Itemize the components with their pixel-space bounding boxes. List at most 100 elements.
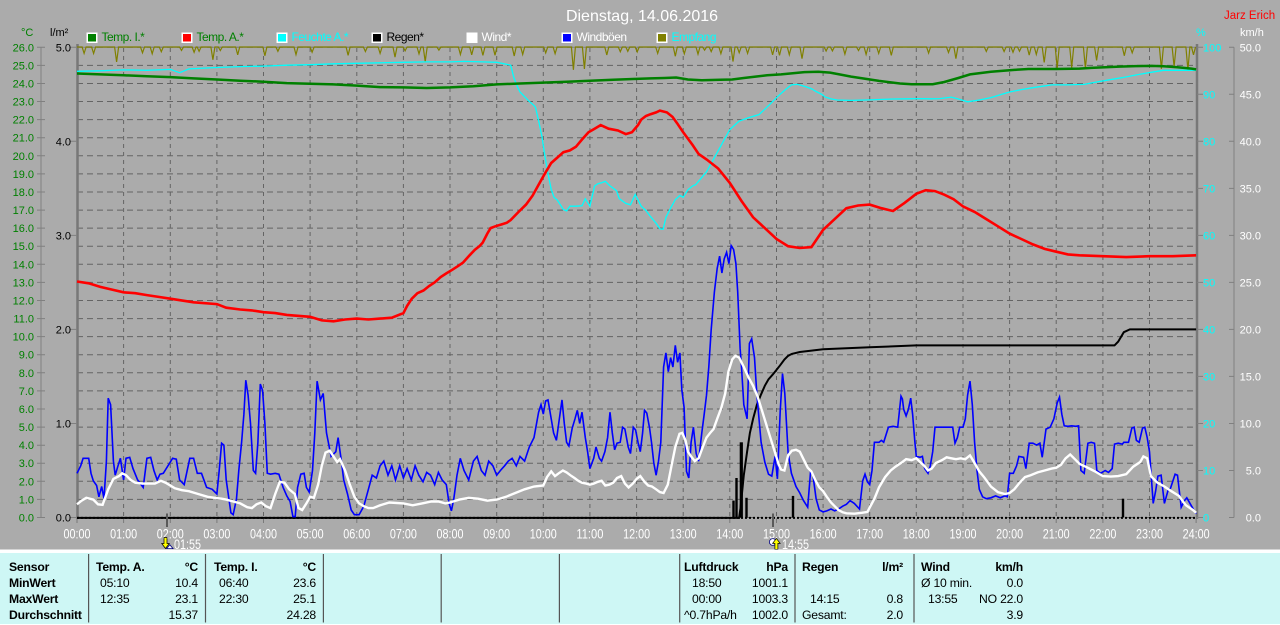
svg-text:MaxWert: MaxWert [9,592,58,606]
svg-text:19.0: 19.0 [13,169,34,181]
svg-text:°C: °C [303,560,317,574]
svg-text:10:00: 10:00 [530,527,557,542]
svg-text:1002.0: 1002.0 [752,608,788,622]
svg-text:6.0: 6.0 [19,404,34,416]
svg-text:13:55: 13:55 [928,592,958,606]
svg-text:15.0: 15.0 [13,241,34,253]
svg-text:Ø 10 min.: Ø 10 min. [921,576,972,590]
svg-text:23:00: 23:00 [1136,527,1163,542]
svg-text:30: 30 [1203,371,1215,383]
svg-text:01:55: 01:55 [174,537,201,552]
svg-text:km/h: km/h [1240,27,1264,39]
svg-text:Wind*: Wind* [482,30,512,44]
svg-text:4.0: 4.0 [19,440,34,452]
svg-text:14:15: 14:15 [810,592,840,606]
svg-text:00:00: 00:00 [64,527,91,542]
svg-text:22:30: 22:30 [219,592,249,606]
svg-text:2.0: 2.0 [887,608,904,622]
svg-text:8.0: 8.0 [19,368,34,380]
svg-text:%: % [1196,27,1206,39]
svg-text:06:40: 06:40 [219,576,249,590]
svg-text:35.0: 35.0 [1240,183,1261,195]
svg-text:0.0: 0.0 [1007,576,1024,590]
svg-text:26.0: 26.0 [13,42,34,54]
svg-text:05:00: 05:00 [297,527,324,542]
svg-text:2.0: 2.0 [56,324,71,336]
svg-text:Sensor: Sensor [9,560,50,574]
svg-text:21:00: 21:00 [1043,527,1070,542]
svg-text:24:00: 24:00 [1183,527,1210,542]
svg-text:km/h: km/h [995,560,1023,574]
svg-text:21.0: 21.0 [13,133,34,145]
svg-text:24.28: 24.28 [287,608,317,622]
svg-text:0.0: 0.0 [56,513,71,525]
svg-text:0.0: 0.0 [19,513,34,525]
svg-text:20.0: 20.0 [1240,324,1261,336]
svg-text:Empfang: Empfang [672,30,717,44]
svg-text:80: 80 [1203,136,1215,148]
svg-text:^0.7hPa/h: ^0.7hPa/h [684,608,737,622]
svg-text:Temp. A.: Temp. A. [96,560,145,574]
svg-text:17.0: 17.0 [13,205,34,217]
svg-text:2.0: 2.0 [19,476,34,488]
svg-text:12:35: 12:35 [100,592,130,606]
svg-text:16:00: 16:00 [810,527,837,542]
svg-text:30.0: 30.0 [1240,230,1261,242]
svg-text:°C: °C [185,560,199,574]
svg-text:11.0: 11.0 [13,314,34,326]
svg-text:18:50: 18:50 [692,576,722,590]
svg-text:11:00: 11:00 [576,527,603,542]
svg-text:Regen: Regen [802,560,838,574]
svg-text:40.0: 40.0 [1240,136,1261,148]
svg-text:02:00: 02:00 [157,527,184,542]
svg-text:5.0: 5.0 [1246,466,1261,478]
svg-text:07:00: 07:00 [390,527,417,542]
svg-text:09:00: 09:00 [483,527,510,542]
svg-text:90: 90 [1203,89,1215,101]
svg-text:15.37: 15.37 [169,608,199,622]
svg-text:1001.1: 1001.1 [752,576,788,590]
svg-text:20: 20 [1203,419,1215,431]
svg-text:23.0: 23.0 [13,97,34,109]
svg-text:08:00: 08:00 [437,527,464,542]
svg-text:hPa: hPa [766,560,788,574]
svg-text:14.0: 14.0 [13,259,34,271]
svg-text:100: 100 [1203,42,1221,54]
svg-text:40: 40 [1203,324,1215,336]
svg-text:25.1: 25.1 [293,592,316,606]
svg-text:Temp. I.: Temp. I. [214,560,258,574]
svg-text:10: 10 [1203,466,1215,478]
svg-text:°C: °C [21,27,33,39]
svg-text:15:00: 15:00 [763,527,790,542]
svg-text:06:00: 06:00 [343,527,370,542]
svg-text:3.0: 3.0 [19,458,34,470]
svg-text:14:55: 14:55 [782,537,809,552]
svg-text:0.8: 0.8 [887,592,904,606]
svg-text:18.0: 18.0 [13,187,34,199]
svg-text:10.0: 10.0 [1240,419,1261,431]
svg-text:45.0: 45.0 [1240,89,1261,101]
svg-text:Durchschnitt: Durchschnitt [9,608,82,622]
svg-text:Gesamt:: Gesamt: [802,608,847,622]
svg-text:Temp. A.*: Temp. A.* [197,30,245,44]
svg-text:20:00: 20:00 [996,527,1023,542]
svg-text:1.0: 1.0 [56,419,71,431]
svg-text:70: 70 [1203,183,1215,195]
svg-text:18:00: 18:00 [903,527,930,542]
svg-text:1.0: 1.0 [19,494,34,506]
svg-text:19:00: 19:00 [950,527,977,542]
svg-text:24.0: 24.0 [13,79,34,91]
svg-text:23.6: 23.6 [293,576,316,590]
svg-text:12:00: 12:00 [623,527,650,542]
svg-text:25.0: 25.0 [13,60,34,72]
svg-text:0: 0 [1203,513,1209,525]
svg-text:NO 22.0: NO 22.0 [979,592,1023,606]
svg-text:Temp. I.*: Temp. I.* [102,30,146,44]
svg-text:7.0: 7.0 [19,386,34,398]
svg-text:Feuchte A.*: Feuchte A.* [292,30,349,44]
svg-text:00:00: 00:00 [692,592,722,606]
svg-text:0.0: 0.0 [1246,513,1261,525]
svg-text:03:00: 03:00 [203,527,230,542]
svg-text:l/m²: l/m² [50,27,69,39]
svg-text:Regen*: Regen* [387,30,425,44]
